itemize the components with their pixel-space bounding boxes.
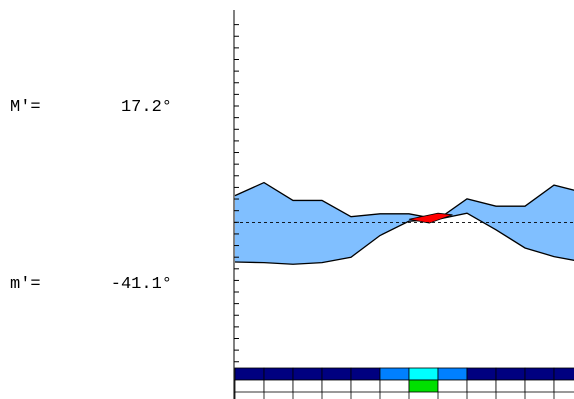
strip-top-cell-9: [495, 367, 526, 381]
strip-top-cell-7: [437, 367, 468, 381]
color-strip: [234, 367, 574, 399]
strip-bottom-cell-3: [321, 379, 352, 393]
strip-bottom-cell-11: [553, 379, 574, 393]
strip-bottom-cell-8: [466, 379, 497, 393]
highlight-marker: [408, 212, 453, 224]
plot-clipped: [234, 181, 574, 265]
strip-bottom-cell-6: [408, 379, 439, 393]
strip-bottom-cell-1: [263, 379, 294, 393]
max-label: M′=: [10, 98, 41, 117]
min-label: m′=: [10, 275, 41, 294]
strip-top-cell-0: [234, 367, 265, 381]
strip-top-cell-1: [263, 367, 294, 381]
strip-top-cell-8: [466, 367, 497, 381]
strip-bottom-cell-9: [495, 379, 526, 393]
strip-bottom-cell-5: [379, 379, 410, 393]
strip-bottom-cell-10: [524, 379, 555, 393]
strip-top-cell-6: [408, 367, 439, 381]
range-band: [235, 182, 574, 265]
readouts: M′= 17.2° m′= -41.1°: [10, 98, 172, 294]
strip-top-cell-2: [292, 367, 323, 381]
y-axis: [233, 10, 239, 399]
max-value: 17.2°: [121, 98, 172, 117]
strip-top-cell-11: [553, 367, 574, 381]
strip-top-cell-10: [524, 367, 555, 381]
strip-bottom-cell-0: [234, 379, 265, 393]
strip-bottom-cell-2: [292, 379, 323, 393]
strip-clipped: [234, 367, 574, 399]
strip-top-cell-3: [321, 367, 352, 381]
plot-area: [234, 181, 574, 265]
strip-bottom-cell-7: [437, 379, 468, 393]
strip-top-cell-4: [350, 367, 381, 381]
min-value: -41.1°: [111, 275, 172, 294]
strip-top-cell-5: [379, 367, 410, 381]
strip-bottom-cell-4: [350, 379, 381, 393]
